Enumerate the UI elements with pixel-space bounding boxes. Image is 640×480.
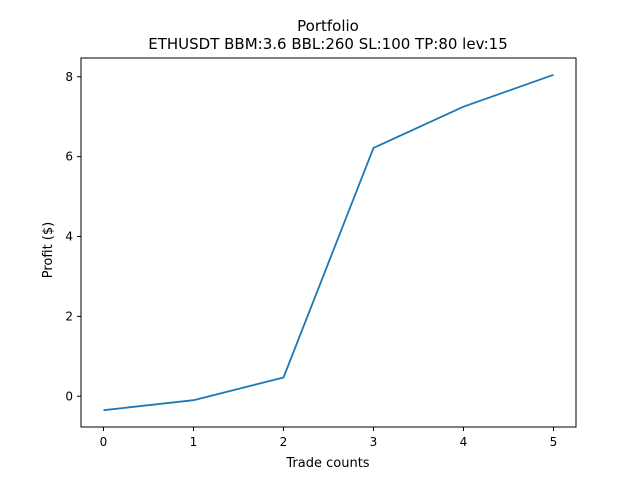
- y-tick-label: 4: [65, 230, 73, 244]
- y-tick-label: 8: [65, 70, 73, 84]
- x-tick-label: 5: [550, 435, 558, 449]
- x-axis-label: Trade counts: [285, 456, 369, 471]
- y-tick-label: 6: [65, 150, 73, 164]
- chart-title: Portfolio: [297, 17, 359, 35]
- x-tick-label: 4: [460, 435, 468, 449]
- x-tick-label: 0: [100, 435, 108, 449]
- plot-frame: [80, 57, 577, 428]
- x-tick-label: 2: [280, 435, 288, 449]
- y-tick-label: 0: [65, 389, 73, 403]
- x-tick-label: 1: [190, 435, 198, 449]
- chart-subtitle: ETHUSDT BBM:3.6 BBL:260 SL:100 TP:80 lev…: [148, 35, 508, 53]
- y-tick-label: 2: [65, 309, 73, 323]
- y-axis-label: Profit ($): [41, 222, 56, 278]
- ticks: 0 1 2 3 4 5 0 2 4 6 8: [65, 70, 557, 449]
- x-tick-label: 3: [370, 435, 378, 449]
- series-line-profit: [103, 73, 554, 412]
